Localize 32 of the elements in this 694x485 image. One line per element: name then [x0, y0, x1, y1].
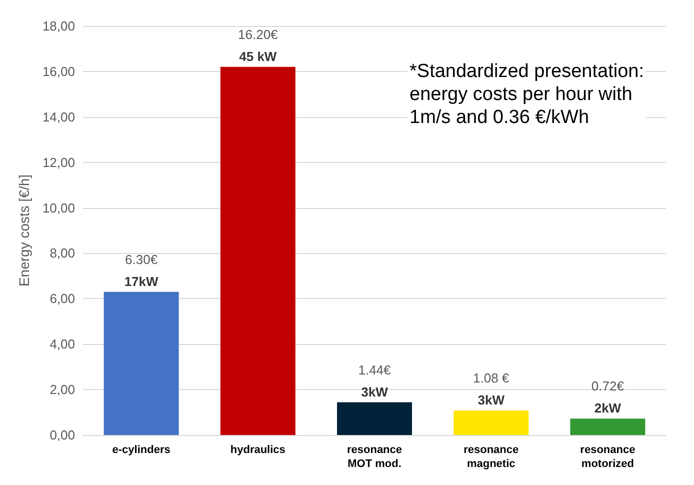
annotation: 45 kW: [239, 48, 278, 64]
y-tick-label: 0,00: [50, 428, 75, 442]
y-tick-label: 16,00: [42, 64, 75, 79]
y-axis-title: Energy costs [€/h]: [16, 174, 32, 287]
bar: [454, 410, 529, 435]
y-tick-label: 12,00: [42, 154, 75, 170]
bar: [570, 418, 646, 435]
bar: [337, 402, 412, 435]
y-tick-label: 4,00: [50, 336, 75, 352]
annotation: 3kW: [478, 392, 506, 408]
bar: [104, 292, 179, 435]
annotation: 2kW: [594, 400, 622, 416]
y-tick-label: 10,00: [42, 200, 75, 216]
bar: [220, 66, 296, 435]
annotation: *Standardized presentation: energy costs per hour with 1m/s and 0.36 €/kWh: [410, 61, 644, 128]
x-tick-label: resonance MOT mod.: [346, 444, 402, 470]
y-tick-label: 14,00: [42, 109, 75, 124]
annotation: 3kW: [361, 384, 389, 400]
data-label: 1.44€: [358, 362, 392, 378]
annotation: 17kW: [124, 274, 160, 289]
data-label: 1.08 €: [473, 370, 510, 386]
x-tick-label: resonance magnetic: [464, 444, 519, 470]
data-label: 0.72€: [591, 378, 625, 394]
x-tick-label: e-cylinders: [112, 444, 170, 456]
x-tick-label: resonance motorized: [580, 444, 636, 470]
y-tick-label: 18,00: [42, 18, 75, 34]
data-label: 16.20€: [238, 26, 279, 42]
x-tick-label: hydraulics: [230, 444, 286, 456]
y-tick-label: 2,00: [50, 382, 75, 398]
data-label: 6.30€: [125, 252, 158, 267]
y-tick-label: 8,00: [50, 246, 75, 261]
y-tick-label: 6,00: [50, 291, 75, 306]
